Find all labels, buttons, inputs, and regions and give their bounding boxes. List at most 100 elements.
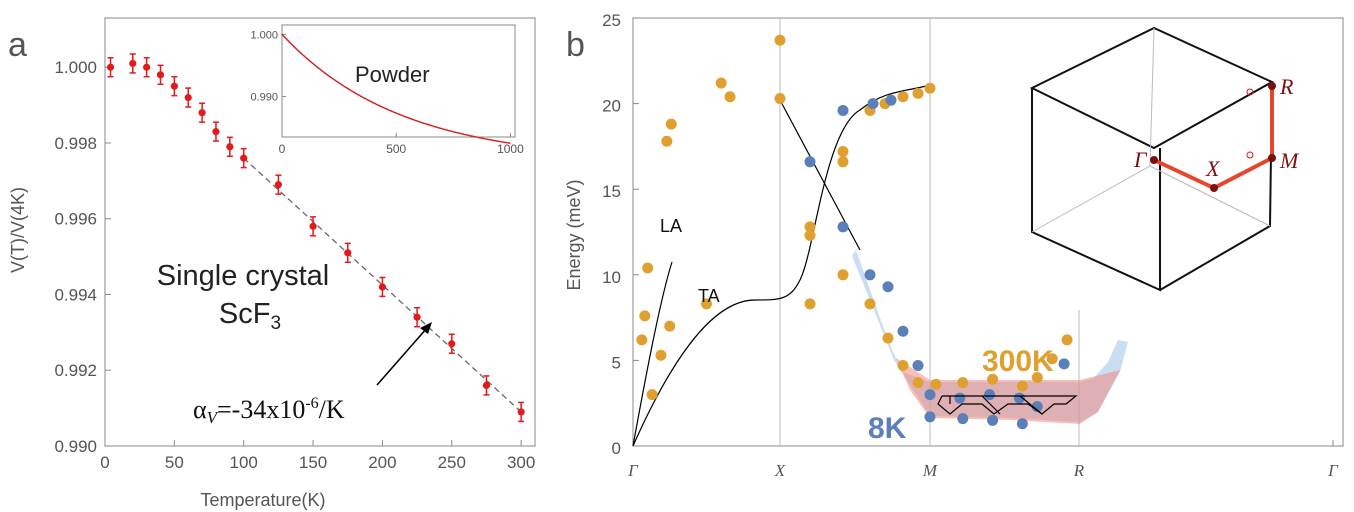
- b-data-point-300K: [1016, 380, 1028, 392]
- b-data-point-8K: [987, 414, 999, 426]
- r-point: [1268, 82, 1276, 90]
- a-xtick-label: 250: [438, 453, 466, 472]
- bz-gamma-label: Γ: [1133, 147, 1148, 172]
- inset-curve: [281, 33, 511, 144]
- gamma-point: [1150, 156, 1158, 164]
- b-data-point-300K: [804, 298, 816, 310]
- b-data-point-8K: [1016, 418, 1028, 430]
- b-ytick-label: 15: [602, 182, 621, 201]
- b-xtick-label: Γ: [1327, 461, 1339, 480]
- a-data-point: [309, 222, 317, 230]
- alpha-annotation: αV=-34x10-6/K: [193, 395, 345, 427]
- panel-b-label: b: [566, 26, 585, 64]
- panel-a-frame: [104, 17, 536, 447]
- inset-xtick-label: 1000: [497, 142, 524, 156]
- inset-frame: [281, 24, 516, 138]
- b-data-point-300K: [897, 360, 909, 372]
- a-ytick-label: 0.992: [54, 361, 97, 380]
- zigzag-symbol: [937, 395, 1078, 415]
- a-data-point: [129, 59, 137, 68]
- a-data-point: [517, 408, 525, 416]
- b-data-point-8K: [897, 325, 909, 337]
- band-300k: [896, 358, 1120, 424]
- alpha-text2: /K: [319, 395, 345, 424]
- b-data-point-300K: [924, 82, 936, 94]
- a-data-point: [413, 313, 421, 321]
- a-data-point: [274, 181, 282, 189]
- b-data-point-300K: [774, 34, 786, 46]
- brillouin-zone-inset: Γ X M R: [1029, 26, 1300, 292]
- la-curve: [632, 261, 673, 447]
- inset-xtick-label: 0: [279, 142, 286, 156]
- b-xtick-label: M: [922, 461, 938, 480]
- a-ytick-label: 1.000: [54, 58, 97, 77]
- zigzag-internal: [949, 395, 1043, 415]
- b-data-point-8K: [864, 269, 876, 281]
- b-data-point-8K: [957, 413, 969, 425]
- fit-line: [243, 157, 522, 413]
- a-data-point: [212, 128, 220, 136]
- panel-a-label: a: [8, 26, 27, 64]
- a-data-point: [344, 249, 352, 257]
- b-data-point-8K: [804, 156, 816, 168]
- m-point: [1268, 154, 1276, 162]
- b-data-point-8K: [837, 104, 849, 116]
- a-ytick-label: 0.998: [54, 134, 97, 153]
- b-data-point-8K: [837, 221, 849, 233]
- panel-a-fit-line: [243, 157, 522, 413]
- alpha-sub: V: [207, 408, 220, 427]
- b-data-point-8K: [1013, 392, 1025, 404]
- title-single-crystal: Single crystal: [157, 260, 329, 292]
- cube-left: [1031, 88, 1161, 292]
- b-data-point-300K: [837, 156, 849, 168]
- m-face-marker: [1246, 151, 1254, 159]
- inset-ytick-label: 0.990: [250, 92, 278, 104]
- b-data-point-300K: [1046, 353, 1058, 365]
- alpha-sup: -6: [305, 395, 318, 412]
- b-data-point-300K: [957, 377, 969, 389]
- bz-r-label: R: [1279, 74, 1294, 99]
- b-data-point-300K: [646, 389, 658, 401]
- title-sub3: 3: [270, 313, 281, 334]
- a-xtick-label: 50: [165, 453, 184, 472]
- b-data-point-8K: [1058, 358, 1070, 370]
- alpha-arrow-head: [420, 322, 432, 334]
- ta-label: TA: [698, 286, 720, 306]
- b-data-point-300K: [882, 332, 894, 344]
- b-ytick-label: 25: [602, 11, 621, 30]
- b-ytick-label: 5: [612, 353, 621, 372]
- powder-inset: Powder 0 500 1000 0.990 1.000: [250, 24, 524, 156]
- a-data-point: [184, 93, 192, 102]
- a-xtick-label: 100: [230, 453, 258, 472]
- title-scf: ScF: [219, 298, 271, 330]
- b-data-point-300K: [837, 269, 849, 281]
- b-data-point-300K: [639, 310, 651, 322]
- b-data-point-300K: [864, 298, 876, 310]
- a-data-point: [106, 63, 115, 71]
- x-point: [1210, 184, 1218, 192]
- b-data-point-300K: [912, 377, 924, 389]
- b-data-point-300K: [642, 262, 654, 274]
- a-data-point: [170, 82, 178, 90]
- panel-b-ticks: 0 5 10 15 20 25 Γ X M R Γ: [602, 11, 1339, 480]
- a-data-point: [448, 340, 456, 348]
- b-data-point-300K: [664, 320, 676, 332]
- a-ytick-label: 0.996: [54, 210, 97, 229]
- b-xtick-label: Γ: [627, 461, 639, 480]
- a-data-point: [198, 109, 206, 117]
- b-data-point-8K: [984, 389, 996, 401]
- b-data-point-300K: [661, 135, 673, 147]
- b-data-point-8K: [882, 281, 894, 293]
- a-data-point: [143, 63, 151, 71]
- panel-a-xlabel: Temperature(K): [200, 490, 325, 510]
- b-data-point-8K: [924, 411, 936, 423]
- panel-a-points: [106, 53, 525, 423]
- b-data-point-300K: [701, 298, 712, 310]
- b-data-point-300K: [1061, 334, 1073, 346]
- b-data-point-300K: [655, 349, 667, 361]
- a-xtick-label: 150: [299, 453, 327, 472]
- panel-b: b Energy (meV) 0 5 10 15 20 25 Γ X M R Γ LA TA 300…: [564, 11, 1344, 480]
- alpha-symbol: α: [193, 395, 207, 424]
- a-data-point: [378, 283, 387, 291]
